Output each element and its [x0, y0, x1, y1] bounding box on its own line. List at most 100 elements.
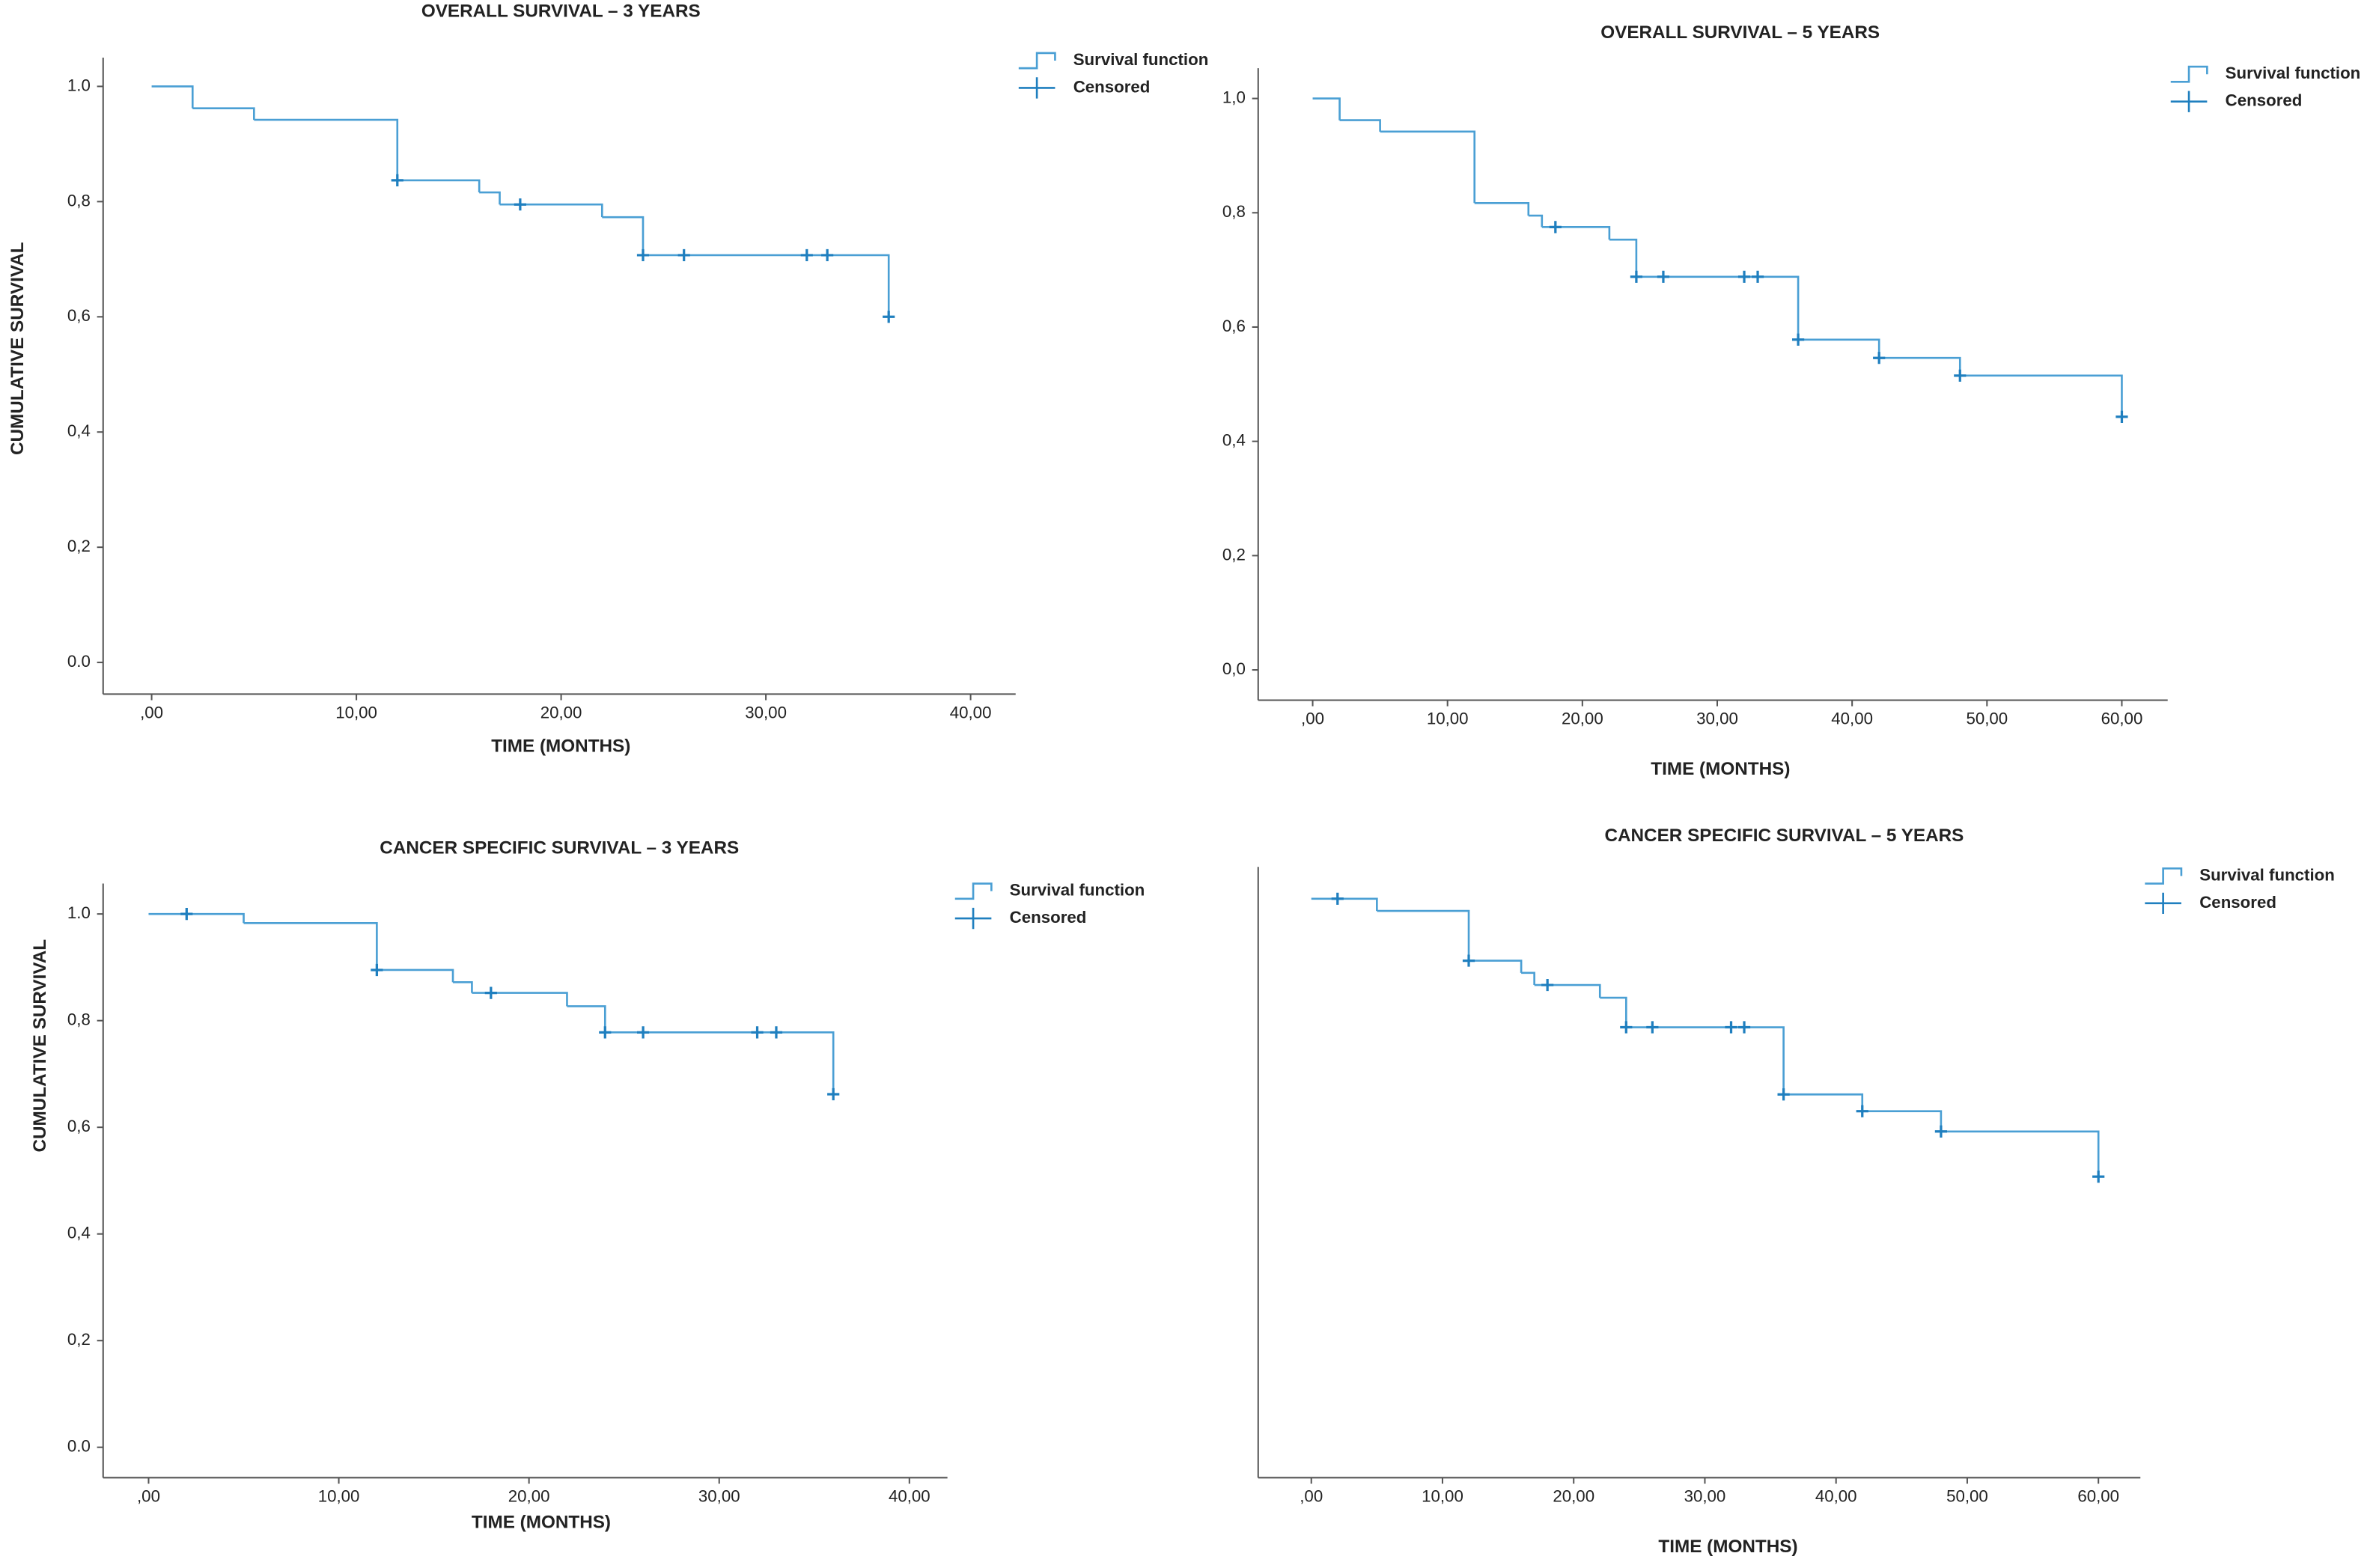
- survival-step: [1312, 97, 1341, 121]
- x-tick-label: 10,00: [318, 1487, 360, 1506]
- survival-step: [1469, 960, 1523, 973]
- censored-mark: [1873, 352, 1886, 364]
- chart-title: CANCER SPECIFIC SURVIVAL – 5 YEARS: [1604, 826, 1964, 846]
- y-tick-label: 0,8: [67, 1010, 91, 1029]
- x-tick-label: 10,00: [335, 704, 377, 722]
- censored-mark: [677, 248, 690, 262]
- x-tick-label: 30,00: [745, 704, 787, 722]
- x-tick-label: 10,00: [1427, 710, 1469, 728]
- y-tick-label: 0,4: [1222, 431, 1246, 450]
- survival-step: [1534, 983, 1601, 998]
- survival-step: [1879, 356, 1961, 376]
- y-tick-label: 1.0: [67, 903, 91, 922]
- y-tick-label: 0,0: [1222, 659, 1246, 678]
- censored-mark: [1737, 1021, 1751, 1034]
- legend-icon: [954, 882, 993, 900]
- survival-step: [499, 203, 603, 218]
- legend-icon: [1018, 52, 1056, 70]
- chart-title: CANCER SPECIFIC SURVIVAL – 3 YEARS: [380, 838, 739, 858]
- survival-step: [1798, 338, 1880, 359]
- x-tick-label: 50,00: [1966, 710, 2008, 728]
- x-tick-label: 10,00: [1422, 1487, 1463, 1506]
- x-tick-label: 40,00: [1815, 1487, 1857, 1506]
- y-tick-label: 0,8: [1222, 202, 1246, 221]
- censored-mark: [1725, 1021, 1737, 1034]
- survival-step: [567, 1005, 606, 1033]
- chart: CANCER SPECIFIC SURVIVAL – 5 YEARS ,00 10,…: [1257, 826, 2335, 1557]
- censored-mark: [1777, 1088, 1790, 1101]
- censored-mark: [1657, 270, 1670, 283]
- censored-mark: [1856, 1105, 1868, 1117]
- survival-step: [602, 216, 645, 255]
- censored-mark: [1331, 892, 1344, 905]
- legend-icon: [1018, 77, 1056, 99]
- legend-label: Survival function: [1010, 881, 1145, 900]
- censored-mark: [1549, 221, 1562, 234]
- survival-step: [254, 118, 399, 180]
- censored-mark: [1630, 270, 1643, 283]
- censored-mark: [1751, 270, 1764, 283]
- survival-step: [1541, 226, 1611, 240]
- survival-step: [1521, 971, 1535, 986]
- censored-mark: [514, 198, 526, 211]
- x-axis-label: TIME (MONTHS): [491, 736, 630, 757]
- legend-label: Censored: [2226, 91, 2303, 110]
- censored-mark: [883, 311, 895, 323]
- censored-mark: [821, 248, 834, 262]
- x-tick-label: ,00: [140, 704, 163, 722]
- y-tick-label: 0.0: [67, 1437, 91, 1456]
- x-tick-label: 50,00: [1946, 1487, 1988, 1506]
- y-tick-label: 1,0: [1222, 88, 1246, 106]
- survival-step: [397, 179, 481, 193]
- y-tick-label: 0,4: [67, 421, 91, 440]
- censored-mark: [751, 1026, 764, 1039]
- chart: OVERALL SURVIVAL – 5 YEARS ,00 10,00 20,00 3…: [1222, 22, 2360, 779]
- x-tick-label: 40,00: [1831, 710, 1873, 728]
- legend-icon: [2145, 892, 2181, 915]
- x-tick-label: 60,00: [2077, 1487, 2119, 1506]
- legend-label: Censored: [2199, 893, 2276, 912]
- legend-label: Survival function: [1073, 50, 1209, 69]
- survival-step: [1783, 1093, 1864, 1111]
- x-tick-label: 20,00: [1553, 1487, 1594, 1506]
- survival-step: [1636, 275, 1800, 340]
- legend-icon: [954, 907, 992, 930]
- censored-mark: [1954, 369, 1967, 382]
- survival-step: [1380, 130, 1476, 204]
- survival-step: [1626, 1026, 1785, 1095]
- x-tick-label: 30,00: [698, 1487, 740, 1506]
- censored-mark: [1934, 1125, 1948, 1138]
- survival-step: [192, 107, 255, 121]
- y-tick-label: 0,4: [67, 1224, 91, 1242]
- survival-step: [1474, 201, 1530, 216]
- survival-step: [479, 191, 501, 205]
- x-tick-label: ,00: [137, 1487, 160, 1506]
- y-tick-label: 0,6: [67, 1117, 91, 1135]
- x-axis-label: TIME (MONTHS): [472, 1512, 611, 1532]
- censored-mark: [371, 963, 383, 977]
- censored-mark: [484, 986, 497, 999]
- survival-step: [151, 85, 194, 109]
- x-tick-label: 20,00: [508, 1487, 550, 1506]
- legend-label: Censored: [1073, 77, 1151, 96]
- x-axis-label: TIME (MONTHS): [1658, 1537, 1797, 1557]
- chart: CANCER SPECIFIC SURVIVAL – 3 YEARS ,00 10,…: [30, 838, 1145, 1532]
- survival-step: [1377, 909, 1470, 961]
- censored-mark: [800, 248, 813, 262]
- censored-mark: [827, 1087, 840, 1101]
- x-axis-label: TIME (MONTHS): [1651, 759, 1790, 779]
- y-tick-label: 0,8: [67, 191, 91, 210]
- censored-mark: [1620, 1021, 1633, 1034]
- y-tick-label: 1.0: [67, 76, 91, 94]
- legend-icon: [2170, 65, 2208, 83]
- x-tick-label: 30,00: [1696, 710, 1738, 728]
- legend-icon: [2145, 867, 2183, 885]
- chart-title: OVERALL SURVIVAL – 5 YEARS: [1600, 22, 1880, 43]
- x-tick-label: 60,00: [2101, 710, 2143, 728]
- legend-label: Survival function: [2199, 865, 2335, 884]
- x-tick-label: 20,00: [540, 704, 582, 722]
- censored-mark: [637, 1026, 650, 1039]
- censored-mark: [1791, 333, 1805, 346]
- censored-mark: [599, 1026, 612, 1039]
- survival-step: [1600, 996, 1627, 1028]
